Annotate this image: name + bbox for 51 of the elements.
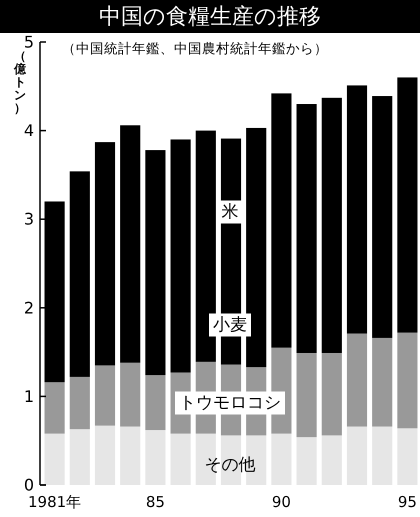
- bar: [296, 437, 317, 485]
- annotation: 米: [222, 202, 238, 222]
- bar: [397, 332, 418, 428]
- bar: [94, 365, 116, 426]
- bar: [44, 382, 65, 434]
- bar: [145, 430, 166, 485]
- bar: [70, 429, 90, 485]
- bar: [120, 426, 140, 485]
- chart-title: 中国の食糧生産の推移: [99, 4, 321, 30]
- bar: [70, 376, 90, 430]
- bar: [397, 77, 418, 333]
- annotation: 小麦: [213, 315, 247, 335]
- bar: [145, 150, 166, 376]
- bar: [346, 426, 368, 485]
- x-tick-label: 1981年: [28, 493, 82, 511]
- bar: [94, 142, 116, 366]
- bar: [145, 375, 166, 430]
- y-tick-label: 0: [24, 476, 34, 494]
- bar: [296, 352, 317, 438]
- bar: [246, 128, 266, 368]
- bar: [120, 125, 140, 363]
- bar: [44, 434, 65, 485]
- bar: [322, 352, 342, 436]
- y-tick-label: 3: [24, 210, 34, 229]
- bar: [322, 98, 342, 353]
- bar: [372, 96, 392, 338]
- series-label: トウモロコシ: [179, 393, 281, 413]
- y-axis-title: （億トン）: [13, 49, 27, 115]
- x-tick-label: 90: [272, 493, 291, 511]
- bar: [372, 426, 392, 485]
- y-tick-label: 1: [24, 386, 34, 406]
- bar: [346, 333, 368, 427]
- bar: [397, 428, 418, 485]
- bar: [170, 139, 191, 372]
- bar: [346, 85, 368, 334]
- bar: [271, 434, 292, 485]
- chart-subtitle: （中国統計年鑑、中国農村統計年鑑から）: [62, 41, 328, 57]
- bar: [70, 171, 90, 377]
- y-tick-label: 2: [24, 298, 34, 318]
- bar: [120, 362, 140, 427]
- bar: [372, 338, 392, 427]
- y-tick-label: 4: [24, 121, 34, 140]
- bar: [94, 426, 116, 485]
- series-label: その他: [204, 455, 256, 475]
- x-tick-label: 85: [146, 493, 165, 511]
- y-tick-label: 5: [24, 32, 34, 52]
- bar: [296, 104, 317, 353]
- bar: [170, 434, 191, 485]
- bar: [322, 435, 342, 485]
- bar: [271, 93, 292, 348]
- x-tick-label: 95: [398, 493, 417, 511]
